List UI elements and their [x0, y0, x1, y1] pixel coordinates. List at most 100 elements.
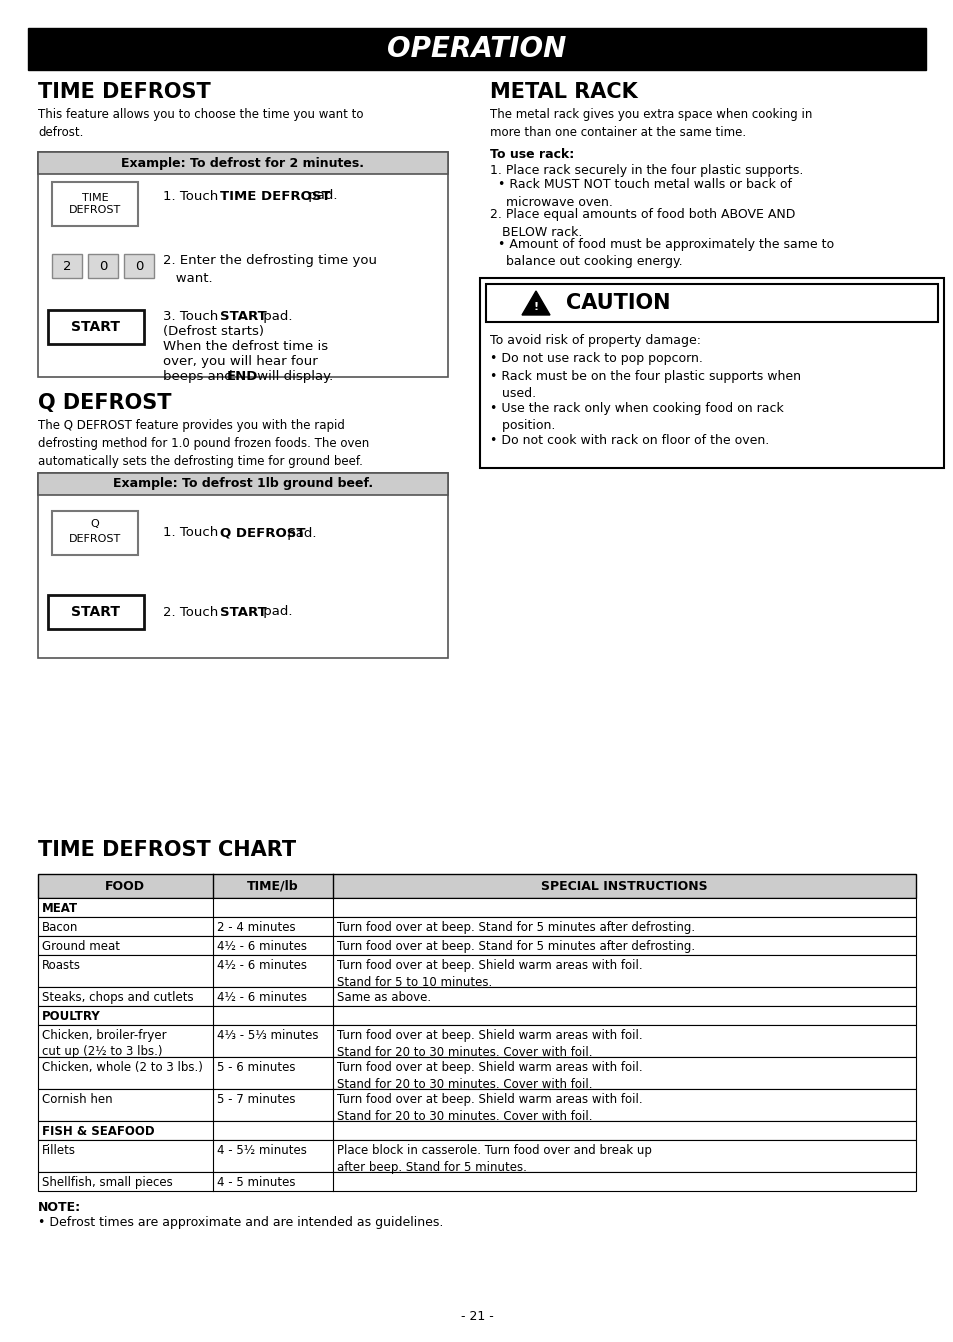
Text: OPERATION: OPERATION	[387, 35, 566, 63]
Text: TIME DEFROST CHART: TIME DEFROST CHART	[38, 840, 295, 860]
Bar	[88, 254, 118, 278]
Bar	[38, 472, 448, 658]
Bar	[38, 1025, 915, 1057]
Text: Chicken, broiler-fryer
cut up (2½ to 3 lbs.): Chicken, broiler-fryer cut up (2½ to 3 l…	[42, 1029, 167, 1059]
Text: The Q DEFROST feature provides you with the rapid
defrosting method for 1.0 poun: The Q DEFROST feature provides you with …	[38, 419, 369, 468]
Text: START: START	[71, 319, 120, 334]
Text: START: START	[220, 310, 267, 323]
Text: • Do not cook with rack on floor of the oven.: • Do not cook with rack on floor of the …	[490, 433, 768, 447]
Text: 2. Touch: 2. Touch	[163, 605, 222, 619]
Text: SPECIAL INSTRUCTIONS: SPECIAL INSTRUCTIONS	[540, 879, 706, 892]
Text: 4½ - 6 minutes: 4½ - 6 minutes	[216, 960, 307, 972]
Text: • Rack must be on the four plastic supports when
   used.: • Rack must be on the four plastic suppo…	[490, 370, 801, 400]
Text: When the defrost time is: When the defrost time is	[163, 340, 328, 353]
Text: 0: 0	[134, 259, 143, 272]
Text: END: END	[227, 370, 258, 382]
Text: Fillets: Fillets	[42, 1143, 76, 1157]
Text: DEFROST: DEFROST	[69, 534, 121, 544]
Bar	[38, 1139, 915, 1172]
Text: • Rack MUST NOT touch metal walls or back of
    microwave oven.: • Rack MUST NOT touch metal walls or bac…	[490, 178, 791, 208]
Text: METAL RACK: METAL RACK	[490, 82, 638, 102]
Text: 2 - 4 minutes: 2 - 4 minutes	[216, 921, 295, 934]
Text: • Defrost times are approximate and are intended as guidelines.: • Defrost times are approximate and are …	[38, 1216, 443, 1229]
Bar	[38, 917, 915, 935]
Text: Turn food over at beep. Shield warm areas with foil.
Stand for 20 to 30 minutes.: Turn food over at beep. Shield warm area…	[336, 1062, 642, 1091]
Bar	[52, 183, 138, 225]
Bar	[28, 28, 925, 70]
Text: Shellfish, small pieces: Shellfish, small pieces	[42, 1176, 172, 1189]
Text: Ground meat: Ground meat	[42, 939, 120, 953]
Text: Turn food over at beep. Shield warm areas with foil.
Stand for 5 to 10 minutes.: Turn food over at beep. Shield warm area…	[336, 960, 642, 989]
Text: TIME/lb: TIME/lb	[247, 879, 298, 892]
Text: TIME
DEFROST: TIME DEFROST	[69, 193, 121, 215]
Text: 4½ - 6 minutes: 4½ - 6 minutes	[216, 990, 307, 1004]
Text: 2: 2	[63, 259, 71, 272]
Bar	[124, 254, 153, 278]
Text: Q: Q	[91, 519, 99, 529]
Text: pad.: pad.	[258, 310, 293, 323]
Text: Roasts: Roasts	[42, 960, 81, 972]
Text: To use rack:: To use rack:	[490, 148, 574, 161]
Text: 3. Touch: 3. Touch	[163, 310, 222, 323]
Text: START: START	[71, 605, 120, 619]
Text: 1. Touch: 1. Touch	[163, 189, 222, 203]
Text: pad.: pad.	[304, 189, 337, 203]
Text: FISH & SEAFOOD: FISH & SEAFOOD	[42, 1125, 154, 1138]
Bar	[48, 595, 144, 629]
Text: 4 - 5½ minutes: 4 - 5½ minutes	[216, 1143, 307, 1157]
Text: Chicken, whole (2 to 3 lbs.): Chicken, whole (2 to 3 lbs.)	[42, 1062, 203, 1074]
Text: The metal rack gives you extra space when cooking in
more than one container at : The metal rack gives you extra space whe…	[490, 107, 812, 140]
Bar	[479, 278, 943, 468]
Bar	[38, 874, 915, 898]
Text: • Do not use rack to pop popcorn.: • Do not use rack to pop popcorn.	[490, 352, 702, 365]
Text: 4½ - 6 minutes: 4½ - 6 minutes	[216, 939, 307, 953]
Text: over, you will hear four: over, you will hear four	[163, 356, 317, 368]
Text: Q DEFROST: Q DEFROST	[220, 526, 305, 539]
Text: MEAT: MEAT	[42, 902, 78, 915]
Text: Turn food over at beep. Shield warm areas with foil.
Stand for 20 to 30 minutes.: Turn food over at beep. Shield warm area…	[336, 1029, 642, 1059]
Bar	[38, 1088, 915, 1121]
Bar	[38, 152, 448, 174]
Text: Q DEFROST: Q DEFROST	[38, 393, 172, 413]
Text: 1. Place rack securely in the four plastic supports.: 1. Place rack securely in the four plast…	[490, 164, 802, 177]
Text: Turn food over at beep. Stand for 5 minutes after defrosting.: Turn food over at beep. Stand for 5 minu…	[336, 939, 695, 953]
Bar	[38, 472, 448, 495]
Text: START: START	[220, 605, 267, 619]
Bar	[38, 152, 448, 377]
Polygon shape	[521, 291, 550, 315]
Text: To avoid risk of property damage:: To avoid risk of property damage:	[490, 334, 700, 348]
Text: TIME DEFROST: TIME DEFROST	[220, 189, 331, 203]
Text: 4 - 5 minutes: 4 - 5 minutes	[216, 1176, 295, 1189]
Text: 5 - 6 minutes: 5 - 6 minutes	[216, 1062, 295, 1074]
Bar	[485, 285, 937, 322]
Text: This feature allows you to choose the time you want to
defrost.: This feature allows you to choose the ti…	[38, 107, 363, 140]
Text: Turn food over at beep. Stand for 5 minutes after defrosting.: Turn food over at beep. Stand for 5 minu…	[336, 921, 695, 934]
Text: 0: 0	[99, 259, 107, 272]
Text: - 21 -: - 21 -	[460, 1310, 493, 1323]
Text: • Use the rack only when cooking food on rack
   position.: • Use the rack only when cooking food on…	[490, 403, 783, 432]
Bar	[38, 935, 915, 956]
Text: Steaks, chops and cutlets: Steaks, chops and cutlets	[42, 990, 193, 1004]
Text: POULTRY: POULTRY	[42, 1011, 101, 1023]
Text: CAUTION: CAUTION	[565, 293, 670, 313]
Text: TIME DEFROST: TIME DEFROST	[38, 82, 211, 102]
Bar	[38, 1006, 915, 1025]
Text: NOTE:: NOTE:	[38, 1201, 81, 1215]
Text: (Defrost starts): (Defrost starts)	[163, 325, 264, 338]
Text: pad.: pad.	[258, 605, 293, 619]
Bar	[38, 1121, 915, 1139]
Text: pad.: pad.	[283, 526, 316, 539]
Text: Place block in casserole. Turn food over and break up
after beep. Stand for 5 mi: Place block in casserole. Turn food over…	[336, 1143, 651, 1173]
Text: 2. Place equal amounts of food both ABOVE AND
   BELOW rack.: 2. Place equal amounts of food both ABOV…	[490, 208, 795, 239]
Bar	[38, 1057, 915, 1088]
Text: Bacon: Bacon	[42, 921, 78, 934]
Text: Turn food over at beep. Shield warm areas with foil.
Stand for 20 to 30 minutes.: Turn food over at beep. Shield warm area…	[336, 1092, 642, 1122]
Text: 5 - 7 minutes: 5 - 7 minutes	[216, 1092, 295, 1106]
Bar	[38, 956, 915, 986]
Text: Same as above.: Same as above.	[336, 990, 431, 1004]
Text: Example: To defrost 1lb ground beef.: Example: To defrost 1lb ground beef.	[112, 478, 373, 490]
Bar	[52, 511, 138, 556]
Text: 1. Touch: 1. Touch	[163, 526, 222, 539]
Bar	[38, 986, 915, 1006]
Bar	[38, 1172, 915, 1190]
